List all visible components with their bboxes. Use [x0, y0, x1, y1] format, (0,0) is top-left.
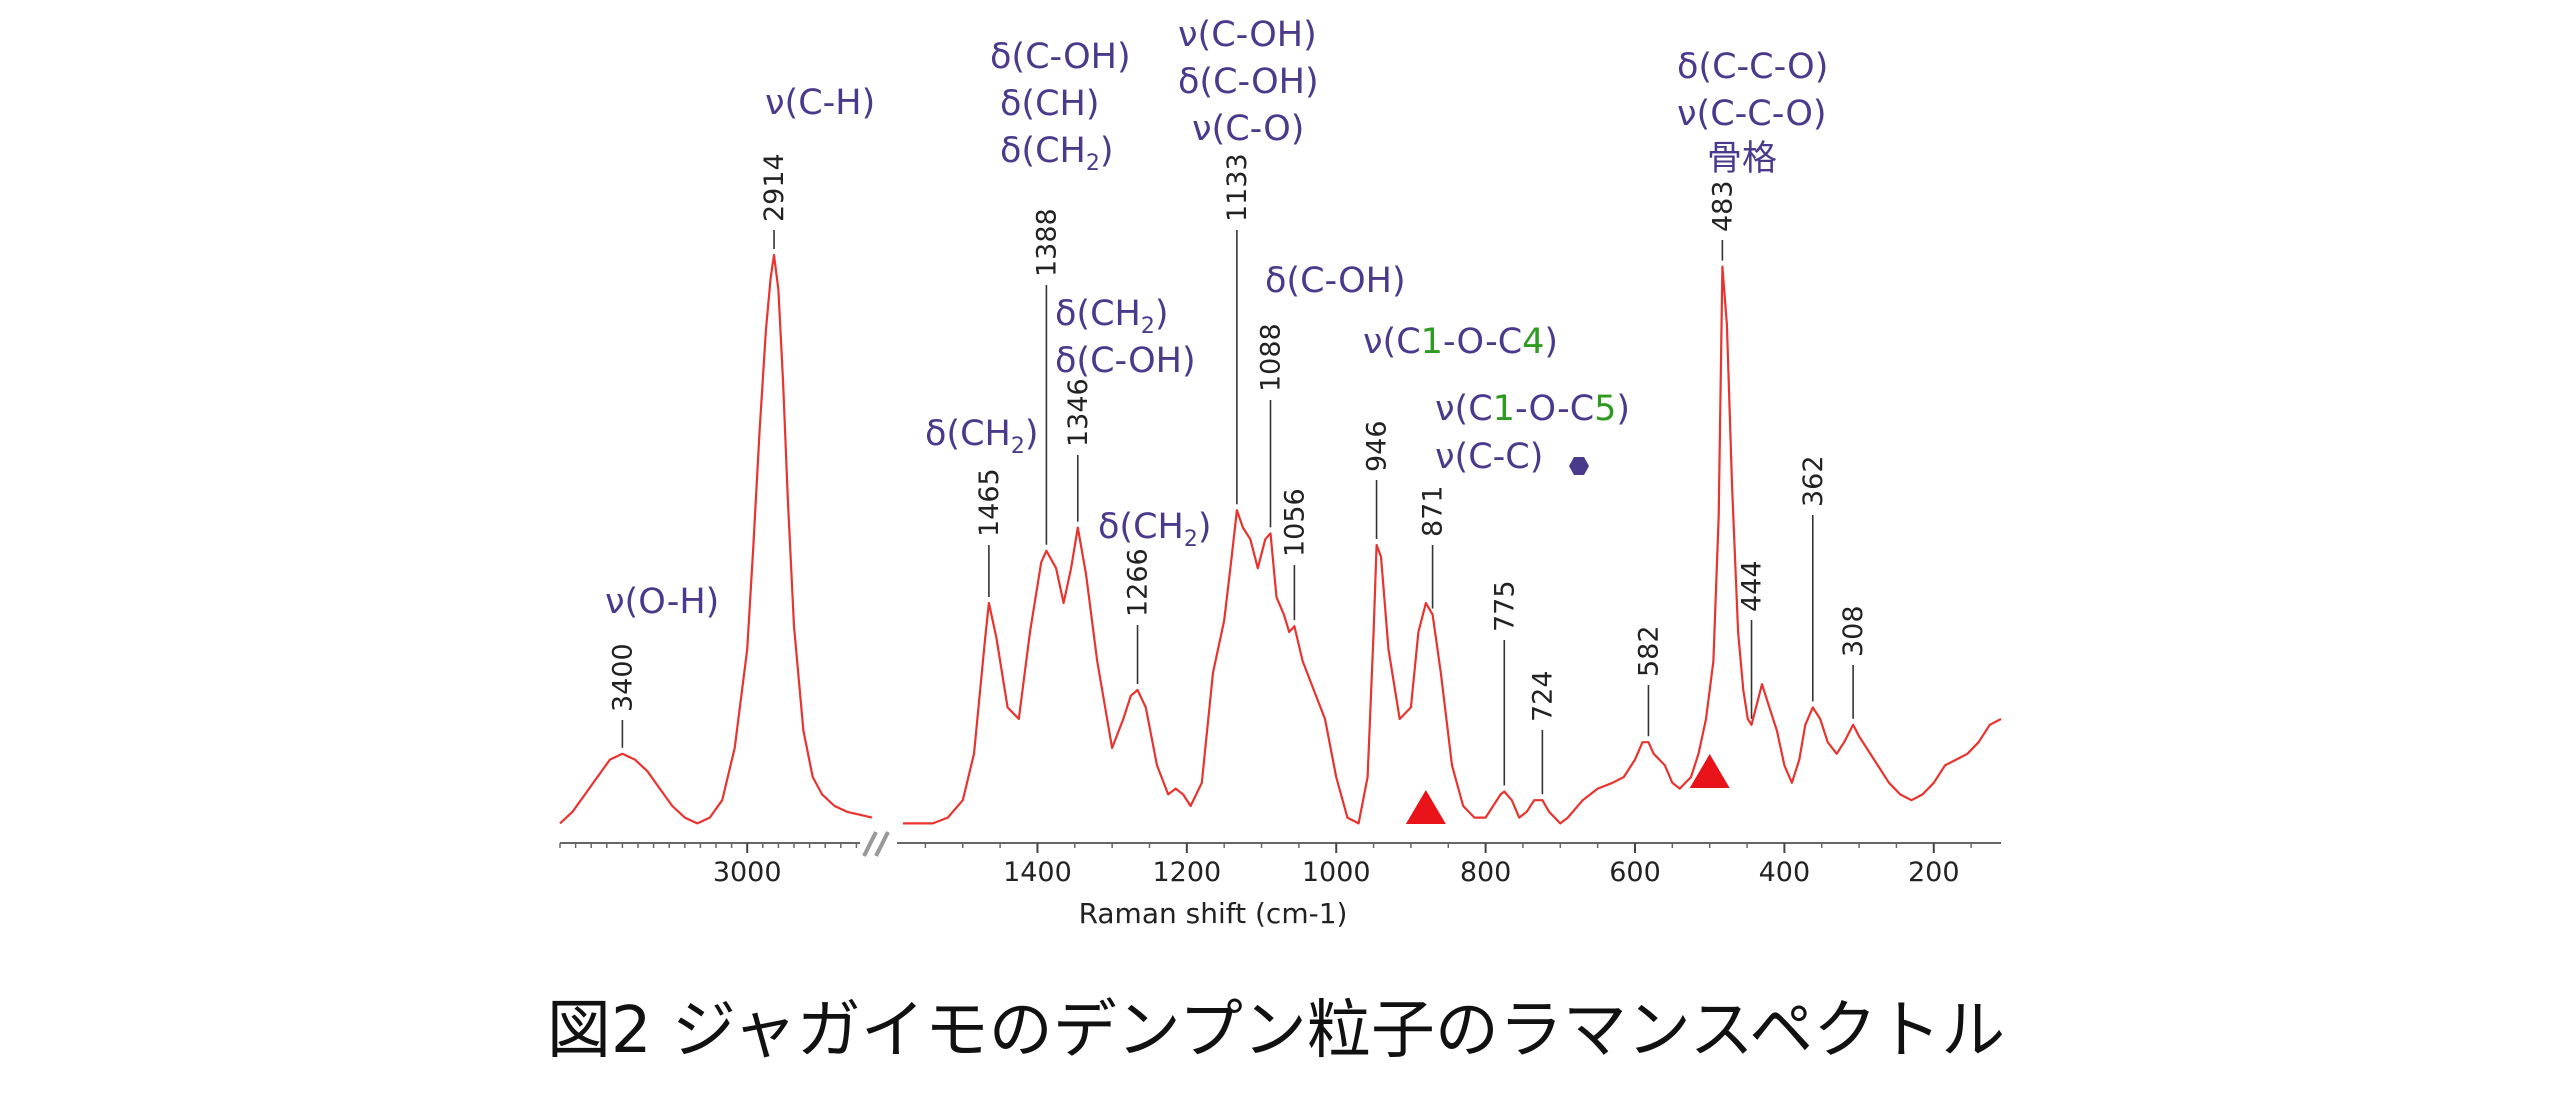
tick-label-1200: 1200 [1152, 857, 1221, 888]
tick-label-1000: 1000 [1302, 857, 1371, 888]
tick-label-200: 200 [1908, 857, 1960, 888]
peak-label-444: 444 [1737, 560, 1768, 612]
peak-label-946: 946 [1362, 420, 1393, 472]
peak-label-1266: 1266 [1123, 548, 1154, 617]
peak-label-871: 871 [1418, 485, 1449, 537]
assign-1388-line2: δ(CH) [1000, 84, 1099, 124]
assign-c1oc5-line1: ν(C1-O-C5) [1435, 389, 1630, 429]
peak-label-775: 775 [1489, 580, 1520, 632]
assign-1133-line2: δ(C-OH) [1178, 62, 1319, 102]
peak-label-1388: 1388 [1031, 208, 1062, 277]
assign-oh: ν(O-H) [605, 582, 719, 622]
assign-483-line1: δ(C-C-O) [1677, 47, 1828, 87]
assign-1133-line3: ν(C-O) [1192, 109, 1304, 149]
peak-label-1088: 1088 [1255, 323, 1286, 392]
peak-label-3400: 3400 [607, 643, 638, 712]
assign-1346-line2: δ(C-OH) [1055, 341, 1196, 381]
assign-ch2-1266: δ(CH2) [1098, 507, 1211, 552]
axis-break-mark [862, 831, 878, 857]
peak-label-582: 582 [1633, 625, 1664, 677]
assign-c1oc4: ν(C1-O-C4) [1363, 322, 1558, 362]
assign-483-line3: 骨格 [1707, 139, 1777, 179]
peak-label-1346: 1346 [1063, 378, 1094, 447]
axis-break-mark [874, 831, 890, 857]
x-axis: 3000 1400 1200 1000 800 600 400 200 [559, 831, 2001, 888]
assign-1133-line1: ν(C-OH) [1178, 15, 1317, 55]
assign-483-line2: ν(C-C-O) [1677, 94, 1827, 134]
peak-label-362: 362 [1798, 455, 1829, 507]
figure-caption: 図2 ジャガイモのデンプン粒子のラマンスペクトル [547, 994, 2005, 1068]
assign-ch2-1465: δ(CH2) [925, 414, 1038, 459]
peak-label-1133: 1133 [1222, 153, 1253, 222]
hexagon-marker [1569, 457, 1589, 475]
band-assignments: ν(O-H) ν(C-H) δ(CH2) δ(C-OH) δ(CH) δ(CH2… [605, 15, 1828, 622]
assign-coh-1088: δ(C-OH) [1265, 261, 1406, 301]
x-axis-label: Raman shift (cm-1) [1079, 897, 1348, 930]
peak-label-2914: 2914 [759, 153, 790, 222]
tick-label-400: 400 [1759, 857, 1811, 888]
peak-label-1056: 1056 [1279, 488, 1310, 557]
assign-1388-line3: δ(CH2) [1000, 131, 1113, 176]
assign-c1oc5-line2: ν(C-C) [1435, 437, 1543, 477]
assign-1388-line1: δ(C-OH) [990, 37, 1131, 77]
peak-label-483: 483 [1707, 180, 1738, 232]
spectrum-lines [559, 253, 2002, 825]
triangle-marker [1405, 790, 1446, 824]
tick-label-1400: 1400 [1003, 857, 1072, 888]
spectrum-series-low [903, 265, 2002, 825]
assign-ch: ν(C-H) [765, 83, 875, 123]
triangle-marker [1689, 754, 1730, 788]
tick-label-600: 600 [1609, 857, 1661, 888]
assign-1346-line1: δ(CH2) [1055, 294, 1168, 339]
peak-labels: 3400 2914 1465 1388 1346 1266 1133 1088 1056 946 8… [607, 153, 1869, 722]
peak-label-1465: 1465 [974, 468, 1005, 537]
spectrum-series-high [559, 253, 873, 825]
peak-leader-lines [621, 230, 1854, 795]
tick-label-3000: 3000 [713, 857, 782, 888]
peak-label-308: 308 [1838, 605, 1869, 657]
markers [1405, 754, 1730, 824]
tick-label-800: 800 [1460, 857, 1512, 888]
peak-label-724: 724 [1527, 670, 1558, 722]
